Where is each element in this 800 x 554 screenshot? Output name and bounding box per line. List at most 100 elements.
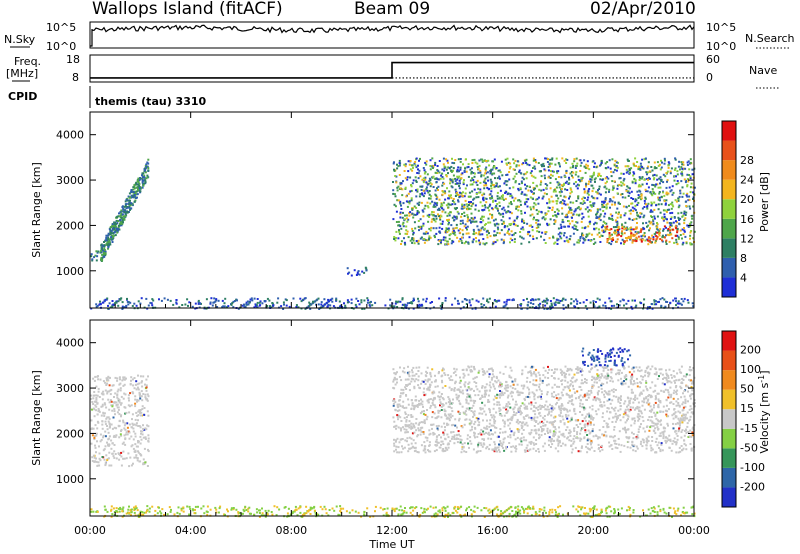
echo-cell <box>499 371 502 374</box>
echo-cell <box>653 411 656 414</box>
echo-cell <box>615 165 618 167</box>
echo-cell <box>520 210 523 213</box>
echo-cell <box>663 162 666 165</box>
echo-cell <box>451 203 454 206</box>
echo-cell <box>420 398 422 401</box>
echo-cell <box>111 409 114 412</box>
echo-cell <box>365 267 368 270</box>
echo-cell <box>566 189 569 191</box>
echo-cell <box>473 413 476 416</box>
echo-cell <box>444 385 447 387</box>
echo-cell <box>655 437 658 440</box>
echo-cell <box>114 401 116 404</box>
echo-cell <box>490 195 493 198</box>
echo-cell <box>483 304 486 307</box>
echo-cell <box>397 165 400 168</box>
echo-cell <box>570 416 573 419</box>
echo-cell <box>631 202 634 205</box>
echo-cell <box>635 165 637 167</box>
echo-cell <box>664 202 667 205</box>
echo-cell <box>405 229 408 232</box>
echo-cell <box>554 303 557 306</box>
echo-cell <box>593 223 595 226</box>
echo-cell <box>621 182 624 185</box>
echo-cell <box>143 428 146 431</box>
echo-cell <box>110 388 113 391</box>
echo-cell <box>494 446 497 449</box>
echo-cell <box>673 179 676 182</box>
echo-cell <box>434 236 436 239</box>
colorbar-swatch <box>722 257 736 278</box>
echo-cell <box>502 239 505 242</box>
echo-cell <box>509 241 511 244</box>
echo-cell <box>544 232 547 235</box>
echo-cell <box>663 383 666 386</box>
echo-cell <box>645 380 647 383</box>
echo-cell <box>102 449 105 452</box>
echo-cell <box>107 242 110 245</box>
echo-cell <box>656 226 659 229</box>
echo-cell <box>632 228 635 231</box>
echo-cell <box>549 218 552 221</box>
echo-cell <box>585 183 588 186</box>
echo-cell <box>677 212 680 215</box>
echo-cell <box>482 215 485 218</box>
echo-cell <box>651 440 654 442</box>
echo-cell <box>556 385 559 388</box>
echo-cell <box>121 379 124 382</box>
echo-cell <box>510 201 512 203</box>
echo-cell <box>300 300 303 303</box>
echo-cell <box>507 228 510 231</box>
echo-cell <box>604 305 607 307</box>
echo-cell <box>548 200 551 203</box>
echo-cell <box>106 441 108 444</box>
echo-cell <box>653 232 656 235</box>
echo-cell <box>592 187 595 190</box>
echo-cell <box>637 436 640 439</box>
echo-cell <box>139 395 141 398</box>
echo-cell <box>440 405 443 408</box>
echo-cell <box>406 437 409 440</box>
echo-cell <box>352 307 355 310</box>
echo-cell <box>598 235 601 238</box>
echo-cell <box>486 186 489 189</box>
echo-cell <box>452 371 455 374</box>
echo-cell <box>93 436 96 439</box>
echo-cell <box>522 178 525 181</box>
echo-cell <box>656 228 659 231</box>
echo-cell <box>668 368 671 371</box>
echo-cell <box>416 434 419 436</box>
echo-cell <box>412 233 415 236</box>
colorbar-frame <box>721 120 737 298</box>
echo-cell <box>530 440 533 443</box>
echo-cell <box>120 415 122 418</box>
echo-cell <box>404 243 407 246</box>
echo-cell <box>664 409 667 412</box>
echo-cell <box>572 442 575 445</box>
echo-cell <box>635 239 638 242</box>
echo-cell <box>443 372 446 375</box>
echo-cell <box>413 221 416 224</box>
echo-cell <box>439 222 442 225</box>
echo-cell <box>597 393 599 396</box>
echo-cell <box>597 443 600 446</box>
echo-cell <box>684 167 687 170</box>
echo-cell <box>357 270 360 273</box>
echo-cell <box>429 371 432 374</box>
echo-cell <box>125 203 128 206</box>
echo-cell <box>111 405 114 408</box>
echo-cell <box>422 391 425 394</box>
echo-cell <box>502 438 505 441</box>
echo-cell <box>570 402 573 405</box>
echo-cell <box>668 393 671 396</box>
echo-cell <box>115 223 118 226</box>
echo-cell <box>526 449 529 452</box>
echo-cell <box>488 384 491 387</box>
echo-cell <box>574 173 577 176</box>
echo-cell <box>121 219 124 222</box>
echo-cell <box>646 207 649 210</box>
echo-cell <box>503 420 506 423</box>
echo-cell <box>438 160 441 162</box>
echo-cell <box>397 446 400 449</box>
echo-cell <box>506 405 509 408</box>
